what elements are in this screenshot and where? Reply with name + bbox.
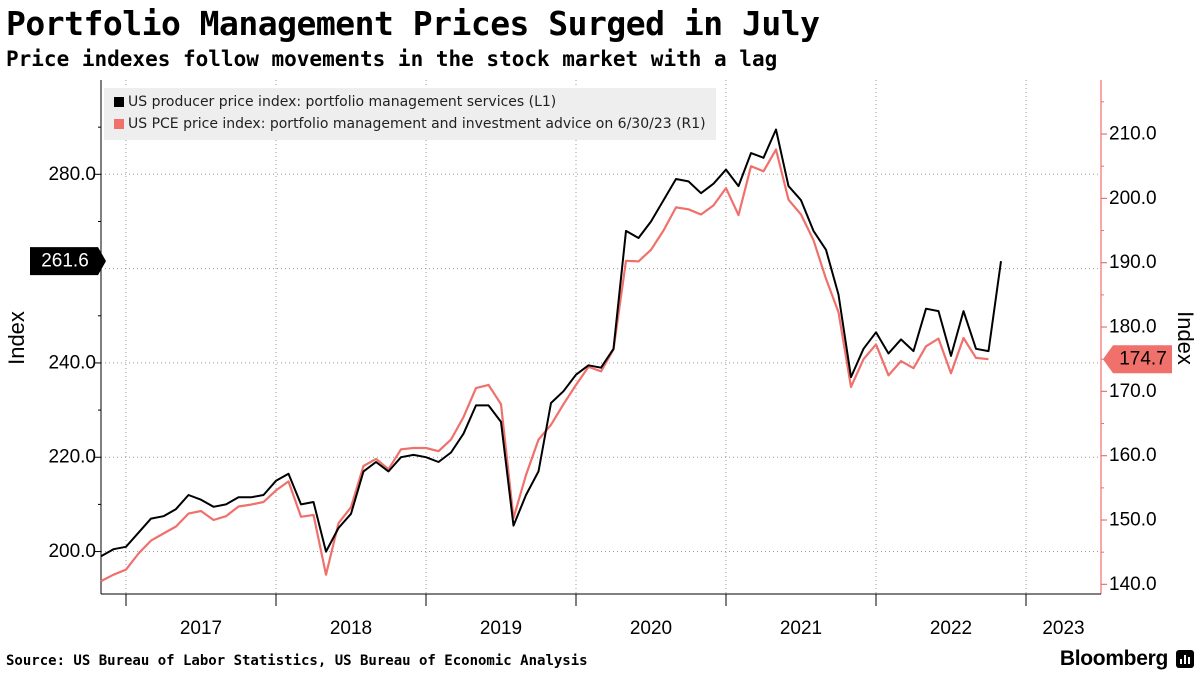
x-tick-label: 2019 — [480, 618, 522, 639]
x-tick-label: 2017 — [180, 618, 222, 639]
right-tick-label: 170.0 — [1109, 381, 1157, 402]
left-axis-title: Index — [4, 311, 29, 365]
right-tick-label: 160.0 — [1109, 445, 1157, 466]
x-tick-label: 2020 — [630, 618, 672, 639]
x-tick-label: 2023 — [1042, 618, 1084, 639]
last-value-left-badge: 261.6 — [30, 247, 106, 276]
chart-title: Portfolio Management Prices Surged in Ju… — [6, 4, 820, 43]
x-axis-ticks: 2017 2018 2019 2020 2021 2022 2023 — [125, 594, 1085, 639]
x-tick-label: 2018 — [330, 618, 372, 639]
last-value-left-badge-shape — [30, 247, 106, 276]
last-value-right-badge: 174.7 — [1103, 345, 1172, 374]
right-tick-label: 200.0 — [1109, 188, 1157, 209]
last-value-right-label: 174.7 — [1119, 349, 1167, 370]
last-value-left-label: 261.6 — [41, 251, 89, 272]
last-value-right-badge-shape — [1103, 345, 1172, 374]
legend-swatch-pce — [114, 119, 124, 129]
left-tick-label: 240.0 — [48, 352, 96, 373]
series-line-ppi — [100, 128, 1002, 558]
legend-label-ppi: US producer price index: portfolio manag… — [128, 94, 557, 110]
right-tick-label: 190.0 — [1109, 252, 1157, 273]
legend-label-pce: US PCE price index: portfolio management… — [128, 116, 706, 132]
legend-swatch-ppi — [114, 97, 124, 107]
right-axis-ticks: 140.0 150.0 160.0 170.0 180.0 190.0 200.0 210.0 — [1101, 101, 1157, 595]
source-note: Source: US Bureau of Labor Statistics, U… — [6, 653, 588, 669]
left-axis-ticks: 200.0 220.0 240.0 280.0 — [48, 126, 101, 562]
right-axis-title: Index — [1173, 311, 1198, 365]
chart-subtitle: Price indexes follow movements in the st… — [6, 47, 778, 71]
gridlines — [101, 80, 1101, 594]
x-tick-label: 2021 — [780, 618, 822, 639]
right-tick-label: 180.0 — [1109, 317, 1157, 338]
legend-item-pce: US PCE price index: portfolio management… — [114, 113, 706, 135]
bloomberg-logo: Bloomberg — [1059, 647, 1168, 670]
x-tick-label: 2022 — [930, 618, 972, 639]
left-tick-label: 280.0 — [48, 164, 96, 185]
legend: US producer price index: portfolio manag… — [104, 88, 716, 140]
right-tick-label: 210.0 — [1109, 124, 1157, 145]
legend-item-ppi: US producer price index: portfolio manag… — [114, 91, 706, 113]
left-tick-label: 220.0 — [48, 447, 96, 468]
left-tick-label: 200.0 — [48, 541, 96, 562]
bar-chart-icon — [1176, 650, 1194, 668]
series-lines — [100, 128, 1002, 583]
right-tick-label: 150.0 — [1109, 510, 1157, 531]
right-tick-label: 140.0 — [1109, 574, 1157, 595]
